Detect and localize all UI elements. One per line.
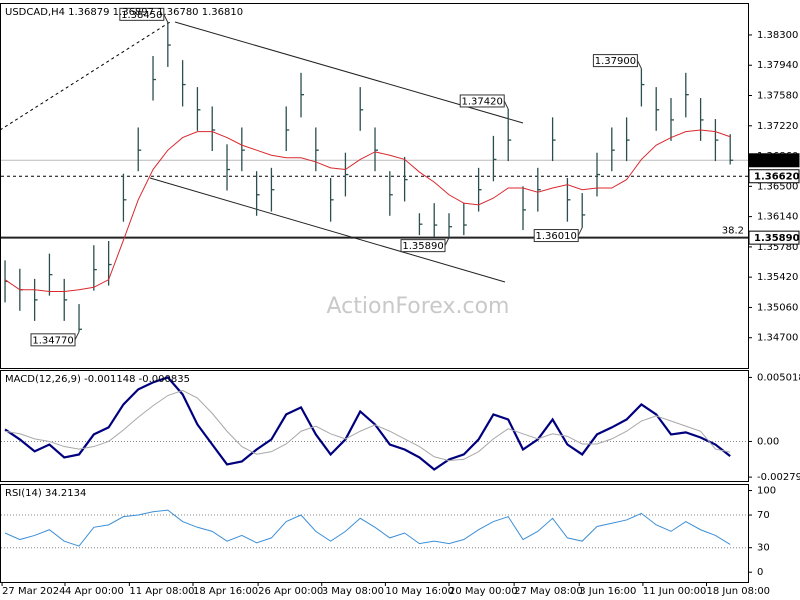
y-tick-label: 1.36500: [757, 181, 798, 192]
level-label-box: [748, 230, 800, 245]
annotation-label: 1.36010: [536, 231, 577, 242]
x-tick-label: 20 May 00:00: [449, 586, 518, 597]
annotation-box: [119, 7, 165, 21]
indicator-line: [4, 389, 731, 462]
moving-average: [4, 129, 731, 292]
level-label: 1.36620: [754, 172, 800, 183]
panel-title: USDCAD,H4 1.36879 1.36897 1.36780 1.3681…: [5, 7, 243, 18]
x-tick-label: 27 Mar 2024: [2, 586, 65, 597]
annotation-connector: [444, 237, 450, 246]
y-tick-label: 70: [757, 510, 770, 521]
y-tick-label: -0.002795: [757, 472, 800, 483]
watermark: ActionForex.com: [327, 294, 510, 319]
y-tick-label: 1.35780: [757, 242, 798, 253]
y-tick-label: 1.35420: [757, 272, 798, 283]
x-tick-label: 18 Jun 08:00: [707, 586, 771, 597]
x-tick-label: 11 Apr 08:00: [129, 586, 194, 597]
indicator-line: [4, 509, 731, 547]
x-tick-label: 27 May 08:00: [514, 586, 583, 597]
y-tick-label: 1.36140: [757, 212, 798, 223]
rsi-panel: [0, 484, 749, 583]
panel-title: RSI(14) 34.2134: [5, 488, 86, 499]
y-tick-label: 1.34700: [757, 333, 798, 344]
level-label-box: [748, 153, 800, 168]
channel-lower: [149, 177, 506, 283]
x-tick-label: 18 Apr 16:00: [193, 586, 258, 597]
y-tick-label: 1.35060: [757, 302, 798, 313]
annotation-label: 1.38450: [121, 10, 162, 21]
annotation-box: [592, 54, 638, 68]
annotation-box: [400, 239, 446, 253]
annotation-label: 1.35890: [402, 241, 443, 252]
indicator-line: [4, 376, 731, 471]
annotation-connector: [503, 100, 509, 110]
annotation-box: [459, 94, 505, 108]
level-label-box: [748, 169, 800, 184]
x-tick-label: 10 May 16:00: [385, 586, 454, 597]
level-label: 1.35890: [754, 233, 800, 244]
annotation-connector: [163, 14, 169, 23]
annotation-connector: [74, 331, 80, 341]
y-tick-label: 30: [757, 543, 770, 554]
x-tick-label: 26 Apr 00:00: [258, 586, 323, 597]
annotation-connector: [577, 227, 583, 236]
panel-title: MACD(12,26,9) -0.001148 -0.000835: [5, 374, 190, 385]
y-tick-label: 1.37220: [757, 121, 798, 132]
annotation-label: 1.37900: [595, 56, 636, 67]
annotation-label: 1.34770: [32, 335, 73, 346]
y-tick-label: 1.37580: [757, 91, 798, 102]
level-label: 1.36810: [754, 156, 800, 167]
annotation-label: 1.37420: [462, 96, 503, 107]
x-tick-label: 3 May 08:00: [322, 586, 384, 597]
macd-panel: [0, 370, 749, 482]
x-tick-label: 4 Apr 00:00: [65, 586, 124, 597]
x-tick-label: 11 Jun 00:00: [643, 586, 707, 597]
annotation-connector: [636, 60, 642, 69]
y-tick-label: 1.38300: [757, 30, 798, 41]
y-tick-label: 0: [757, 567, 763, 578]
y-tick-label: 100: [757, 486, 776, 497]
y-tick-label: 0.005018: [757, 372, 800, 383]
x-tick-label: 3 Jun 16:00: [579, 586, 636, 597]
y-tick-label: 1.37940: [757, 60, 798, 71]
annotation-box: [533, 229, 579, 243]
y-tick-label: 0.00: [757, 436, 779, 447]
fib-label: 38.2: [722, 226, 744, 237]
annotation-box: [30, 333, 76, 347]
